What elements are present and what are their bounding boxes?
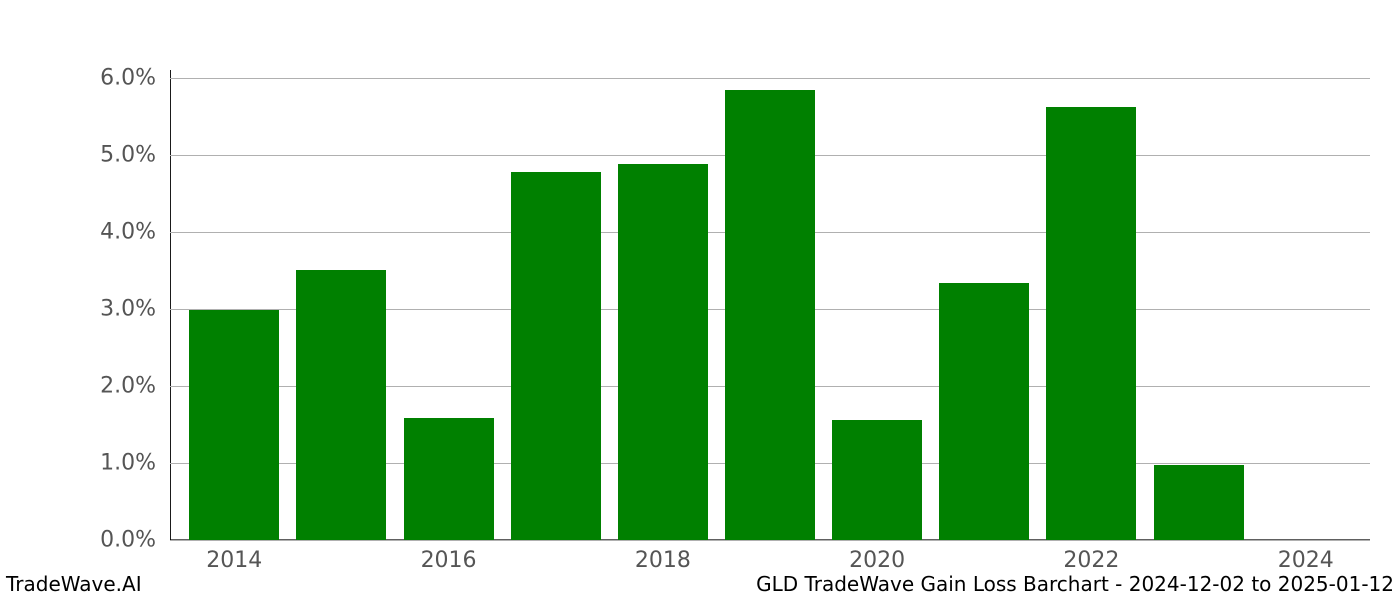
bar xyxy=(189,310,279,540)
gridline xyxy=(170,78,1370,79)
footer-right: GLD TradeWave Gain Loss Barchart - 2024-… xyxy=(756,572,1394,596)
bar xyxy=(618,164,708,540)
bar xyxy=(511,172,601,540)
bar xyxy=(939,283,1029,540)
x-tick-label: 2022 xyxy=(1063,540,1119,573)
y-tick-label: 6.0% xyxy=(100,65,170,90)
x-tick-label: 2014 xyxy=(206,540,262,573)
gridline xyxy=(170,540,1370,541)
y-tick-label: 0.0% xyxy=(100,528,170,553)
y-tick-label: 1.0% xyxy=(100,450,170,475)
y-tick-label: 5.0% xyxy=(100,142,170,167)
bar xyxy=(1154,465,1244,541)
bar xyxy=(296,270,386,540)
x-tick-label: 2020 xyxy=(849,540,905,573)
x-tick-label: 2018 xyxy=(635,540,691,573)
chart-container: 0.0% 1.0% 2.0% 3.0% 4.0% 5.0% 6.0% 2014 2016 2018… xyxy=(0,0,1400,600)
y-tick-label: 2.0% xyxy=(100,373,170,398)
y-tick-label: 3.0% xyxy=(100,296,170,321)
x-tick-label: 2016 xyxy=(421,540,477,573)
footer-left: TradeWave.AI xyxy=(6,572,142,596)
bar xyxy=(404,418,494,540)
x-tick-label: 2024 xyxy=(1278,540,1334,573)
bar xyxy=(832,420,922,540)
bar xyxy=(1046,107,1136,540)
bar xyxy=(725,90,815,540)
plot-area: 0.0%1.0%2.0%3.0%4.0%5.0%6.0%201420162018… xyxy=(170,70,1370,540)
y-tick-label: 4.0% xyxy=(100,219,170,244)
